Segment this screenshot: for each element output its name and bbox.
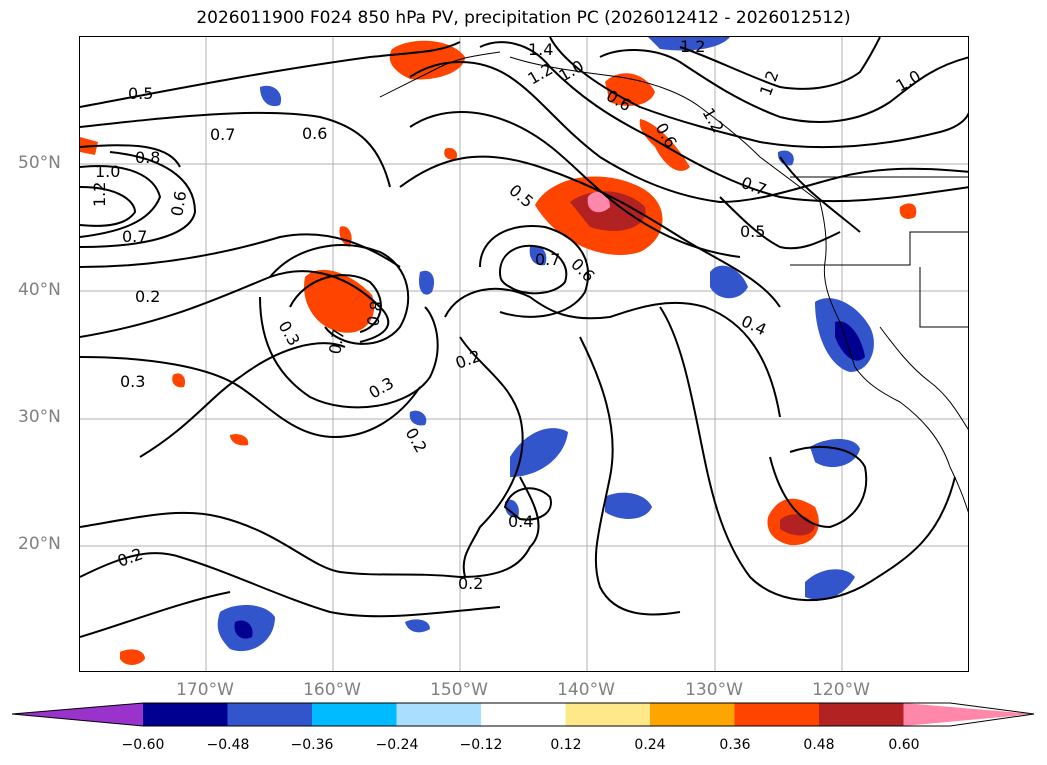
pv-contours xyxy=(80,37,968,638)
coastlines xyxy=(379,51,968,513)
colorbar-tick: −0.36 xyxy=(290,737,334,753)
contour-label: 0.3 xyxy=(275,318,304,350)
contour-label: 0.6 xyxy=(167,189,190,217)
lon-label-120w: 120°W xyxy=(812,680,870,700)
contour-label: 0.8 xyxy=(363,299,386,327)
graticule xyxy=(80,37,968,671)
colorbar-tick: 0.36 xyxy=(719,737,751,753)
contour-label: 0.3 xyxy=(120,372,145,391)
colorbar-segment xyxy=(143,703,229,726)
map-canvas: 0.5 0.7 0.6 0.8 1.0 1.2 0.7 0.6 0.2 0.3 … xyxy=(80,37,968,671)
colorbar-tick: −0.48 xyxy=(206,737,250,753)
contour-label: 1.2 xyxy=(680,37,705,56)
contour-label: 0.2 xyxy=(115,544,145,571)
contour-label: 0.6 xyxy=(567,254,598,285)
contour-label: 1.0 xyxy=(556,56,588,85)
colorbar-tick: 0.12 xyxy=(550,737,582,753)
colorbar-tick: −0.24 xyxy=(375,737,419,753)
contour-label: 1.2 xyxy=(90,182,109,207)
contour-label: 0.6 xyxy=(302,124,327,143)
colorbar-segment xyxy=(819,703,905,726)
lat-label-40n: 40°N xyxy=(18,280,61,300)
contour-label: 0.7 xyxy=(210,125,235,144)
contour-label: 0.4 xyxy=(508,512,533,531)
contour-label: 0.7 xyxy=(535,250,560,269)
contour-label: 0.3 xyxy=(366,373,398,402)
contour-label: 0.5 xyxy=(505,181,537,212)
contour-label: 1.0 xyxy=(95,162,120,181)
lat-label-50n: 50°N xyxy=(18,153,61,173)
colorbar-tick: −0.12 xyxy=(459,737,503,753)
map-panel: 0.5 0.7 0.6 0.8 1.0 1.2 0.7 0.6 0.2 0.3 … xyxy=(79,36,969,672)
lon-label-160w: 160°W xyxy=(303,680,361,700)
colorbar-extend-high xyxy=(903,703,1034,726)
contour-label: 0.2 xyxy=(402,425,431,457)
colorbar-segment xyxy=(734,703,820,726)
colorbar-segment xyxy=(650,703,736,726)
contour-label: 0.7 xyxy=(739,173,769,200)
colorbar-tick: −0.60 xyxy=(121,737,165,753)
colorbar-segment xyxy=(396,703,482,726)
colorbar-tick: 0.60 xyxy=(888,737,920,753)
colorbar xyxy=(11,702,1035,727)
contour-label: 0.2 xyxy=(453,346,483,373)
contour-label: 0.7 xyxy=(122,227,147,246)
contour-label: 0.2 xyxy=(135,287,160,306)
contour-label: 1.2 xyxy=(756,68,783,98)
lat-label-30n: 30°N xyxy=(18,407,61,427)
contour-label: 1.4 xyxy=(528,40,553,59)
lon-label-170w: 170°W xyxy=(176,680,234,700)
lon-label-130w: 130°W xyxy=(685,680,743,700)
colorbar-tick: 0.24 xyxy=(634,737,666,753)
contour-label: 1.2 xyxy=(525,59,557,88)
colorbar-segment xyxy=(481,703,567,726)
colorbar-extend-low xyxy=(12,703,143,726)
precip-positive-shading xyxy=(80,40,917,665)
colorbar-segment xyxy=(565,703,651,726)
contour-label: 0.7 xyxy=(325,327,348,355)
colorbar-segment xyxy=(227,703,313,726)
contour-labels: 0.5 0.7 0.6 0.8 1.0 1.2 0.7 0.6 0.2 0.3 … xyxy=(90,37,924,593)
lat-label-20n: 20°N xyxy=(18,534,61,554)
lon-label-150w: 150°W xyxy=(430,680,488,700)
contour-label: 1.0 xyxy=(893,66,925,95)
contour-label: 0.8 xyxy=(135,148,160,167)
lon-label-140w: 140°W xyxy=(557,680,615,700)
colorbar-segment xyxy=(312,703,398,726)
chart-title: 2026011900 F024 850 hPa PV, precipitatio… xyxy=(196,8,851,28)
colorbar-tick: 0.48 xyxy=(803,737,835,753)
contour-label: 0.4 xyxy=(738,311,769,339)
contour-label: 0.5 xyxy=(740,222,765,241)
contour-label: 0.2 xyxy=(458,574,483,593)
contour-label: 0.5 xyxy=(128,84,153,103)
